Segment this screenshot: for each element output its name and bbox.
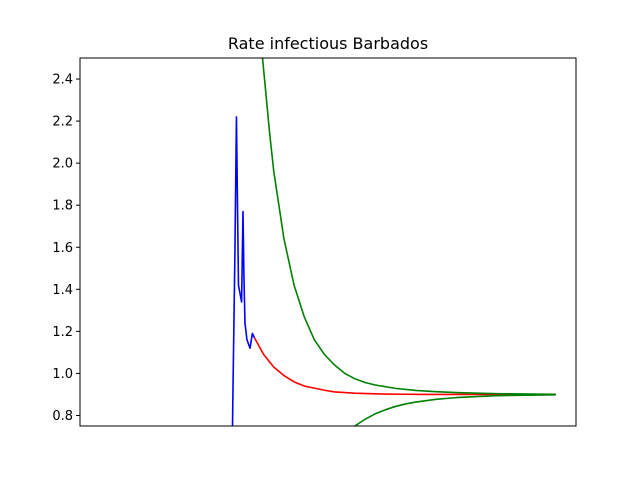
y-tick-label: 1.6 — [52, 241, 73, 256]
plot-frame — [79, 57, 577, 427]
y-tick-label: 1.2 — [52, 325, 73, 340]
y-tick-label: 1.0 — [52, 367, 73, 382]
y-tick-label: 2.4 — [52, 73, 73, 88]
series-line-3 — [261, 58, 556, 396]
series-line-2 — [253, 337, 556, 396]
y-tick-label: 0.8 — [52, 409, 73, 424]
series-layer — [231, 58, 556, 426]
y-axis: 0.8 1.0 1.2 1.4 1.6 1.8 2.0 2.2 2.4 — [52, 73, 80, 424]
y-tick-label: 2.2 — [52, 115, 73, 130]
y-tick-label: 1.4 — [52, 283, 73, 298]
y-tick-label: 2.0 — [52, 157, 73, 172]
chart-title: Rate infectious Barbados — [228, 34, 428, 53]
series-line-1 — [231, 116, 256, 426]
series-line-4 — [354, 394, 556, 426]
y-tick-label: 1.8 — [52, 199, 73, 214]
